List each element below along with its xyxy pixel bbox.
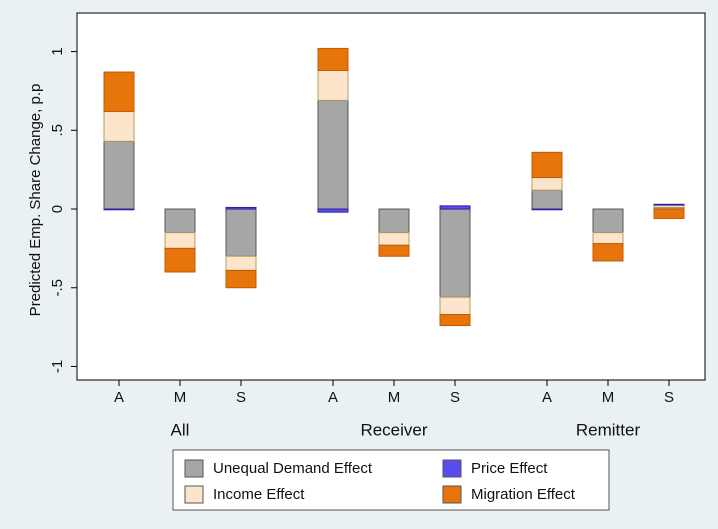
y-tick-label: .5 [49, 124, 66, 137]
bar-segment [103, 140, 135, 210]
y-tick-label: -1 [49, 360, 66, 373]
legend-label: Income Effect [213, 486, 305, 503]
bar-segment [592, 232, 624, 245]
plot-area [76, 12, 706, 381]
legend-label: Unequal Demand Effect [213, 460, 373, 477]
x-tick-label: M [388, 389, 401, 406]
x-tick-label: M [602, 389, 615, 406]
bar-segment [317, 99, 349, 210]
bar-segment [378, 244, 410, 257]
legend-swatch [184, 485, 204, 504]
group-label: All [171, 420, 190, 439]
x-tick-label: S [664, 389, 674, 406]
bar-segment [103, 208, 135, 211]
bar-segment [225, 269, 257, 289]
bar-segment [531, 177, 563, 191]
bar-segment [103, 71, 135, 112]
bar-segment [164, 208, 196, 234]
bar-segment [439, 296, 471, 316]
bar-segment [439, 205, 471, 210]
bar-segment [378, 232, 410, 246]
y-tick-label: 0 [49, 205, 66, 213]
legend-label: Migration Effect [471, 486, 576, 503]
legend [172, 449, 610, 511]
bar-segment [225, 206, 257, 210]
bar-segment [531, 151, 563, 179]
bar-segment [439, 208, 471, 298]
bar-segment [592, 243, 624, 262]
bar-segment [531, 208, 563, 211]
x-tick-label: S [450, 389, 460, 406]
legend-swatch [184, 459, 204, 478]
bar-segment [317, 47, 349, 71]
bar-segment [164, 232, 196, 249]
bar-segment [317, 69, 349, 101]
group-label: Remitter [576, 420, 641, 439]
x-tick-label: M [174, 389, 187, 406]
x-tick-label: A [542, 389, 552, 406]
group-label: Receiver [360, 420, 427, 439]
bar-segment [653, 203, 685, 206]
bar-segment [378, 208, 410, 234]
bar-segment [439, 314, 471, 327]
bar-segment [317, 208, 349, 213]
bar-segment [531, 189, 563, 210]
legend-swatch [442, 485, 462, 504]
x-tick-label: A [328, 389, 338, 406]
x-tick-label: S [236, 389, 246, 406]
bar-segment [592, 208, 624, 234]
bar-segment [164, 247, 196, 273]
bar-segment [225, 255, 257, 271]
legend-swatch [442, 459, 462, 478]
y-axis-label: Predicted Emp. Share Change, p.p [27, 84, 44, 317]
bar-segment [653, 208, 685, 219]
y-tick-label: 1 [49, 47, 66, 55]
x-tick-label: A [114, 389, 124, 406]
y-tick-label: -.5 [49, 279, 66, 297]
bar-segment [103, 110, 135, 142]
bar-segment [225, 208, 257, 257]
legend-label: Price Effect [471, 460, 548, 477]
